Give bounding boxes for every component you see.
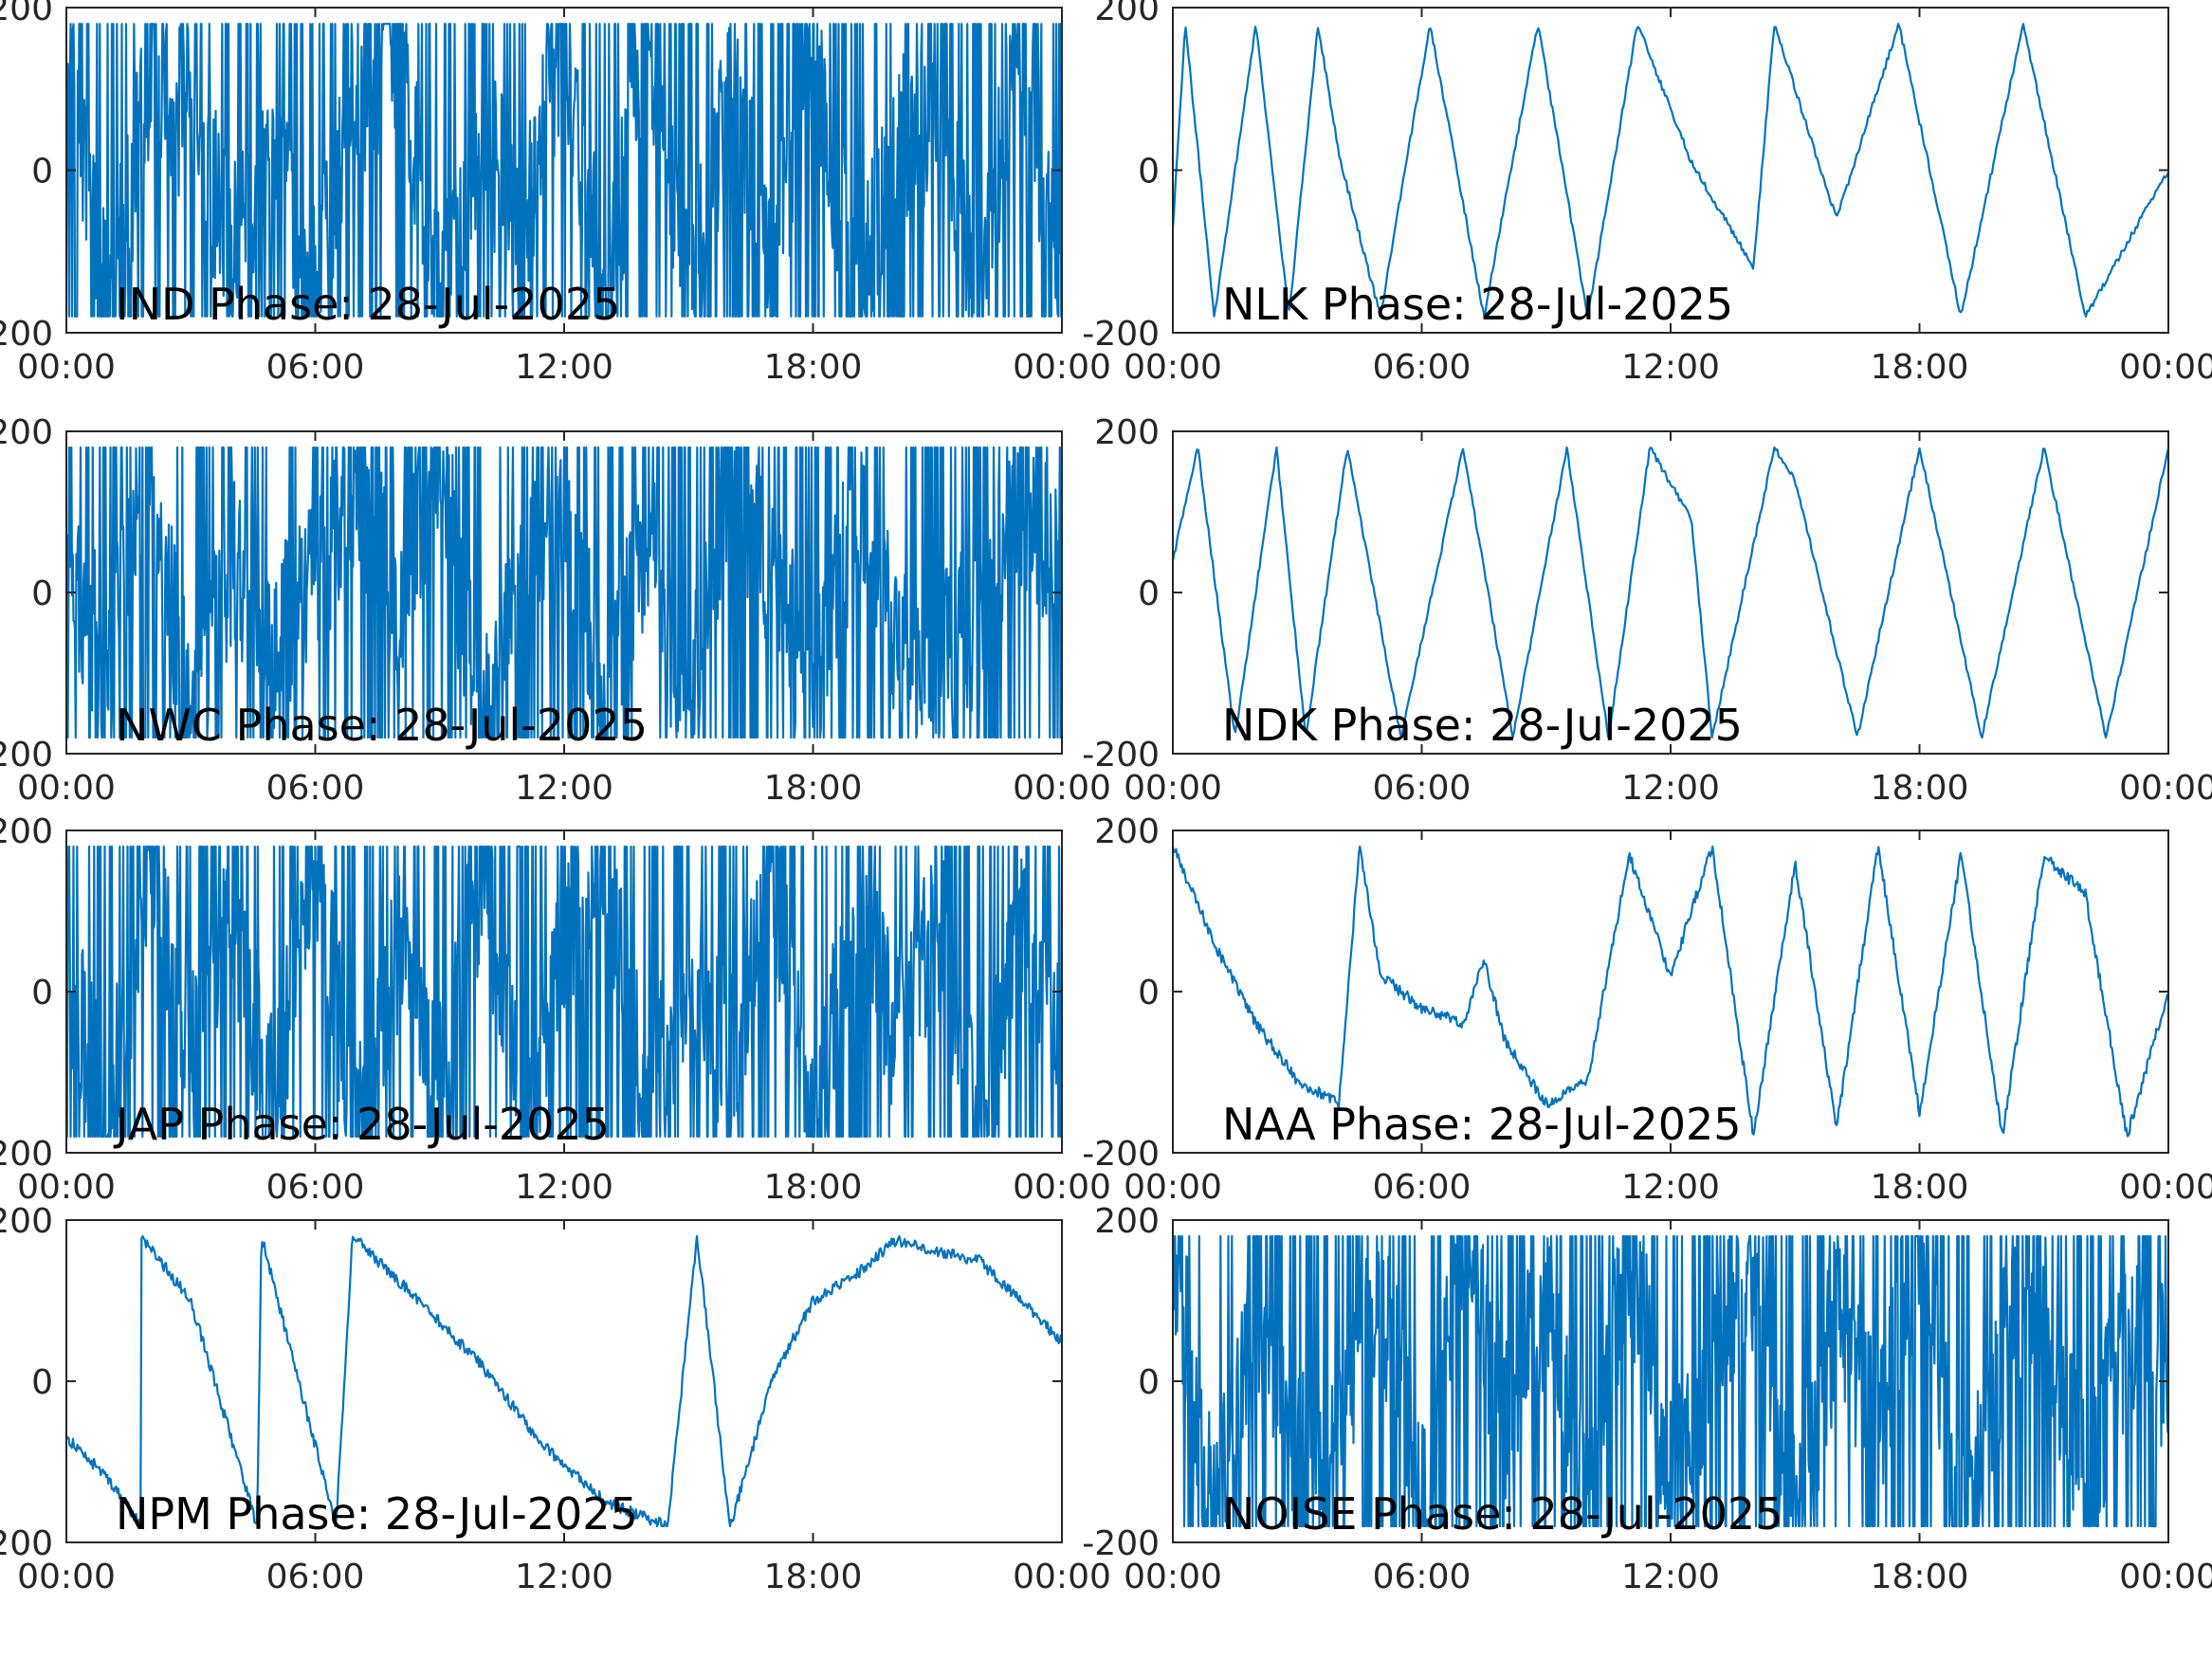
y-tick-label: 0 <box>31 974 53 1012</box>
panel-title: NLK Phase: 28-Jul-2025 <box>1222 279 1733 330</box>
x-tick-label: 12:00 <box>515 348 613 387</box>
phase-trace <box>66 845 1062 1139</box>
y-tick-label: -200 <box>1082 315 1160 354</box>
x-tick-label: 00:00 <box>17 769 116 808</box>
x-tick-label: 06:00 <box>266 348 365 387</box>
y-tick-label: 0 <box>1138 574 1160 613</box>
y-tick-label: 0 <box>1138 1363 1160 1402</box>
y-tick-label: 200 <box>1094 1202 1160 1241</box>
y-tick-label: 0 <box>31 574 53 613</box>
x-tick-label: 18:00 <box>764 1558 863 1596</box>
x-tick-label: 00:00 <box>1013 769 1111 808</box>
y-tick-label: -200 <box>0 736 53 775</box>
x-tick-label: 00:00 <box>2119 1168 2212 1207</box>
y-tick-label: 200 <box>1094 0 1160 28</box>
x-tick-label: 00:00 <box>17 1558 116 1596</box>
x-tick-label: 00:00 <box>1013 348 1111 387</box>
x-tick-label: 00:00 <box>1013 1558 1111 1596</box>
panel-title: JAP Phase: 28-Jul-2025 <box>113 1099 610 1150</box>
x-tick-label: 18:00 <box>1871 769 1969 808</box>
x-tick-label: 00:00 <box>17 1168 116 1207</box>
x-tick-label: 18:00 <box>1871 1168 1969 1207</box>
x-tick-label: 00:00 <box>2119 1558 2212 1596</box>
y-tick-label: 200 <box>0 413 53 452</box>
axes-frame <box>65 1219 1063 1543</box>
phase-trace <box>1173 23 2168 318</box>
phase-trace <box>1173 1234 2168 1528</box>
x-tick-label: 12:00 <box>1621 1558 1720 1596</box>
x-tick-label: 00:00 <box>2119 769 2212 808</box>
x-tick-label: 18:00 <box>764 1168 863 1207</box>
phase-trace <box>66 1234 1062 1528</box>
x-tick-label: 00:00 <box>1124 769 1222 808</box>
panel-title: NWC Phase: 28-Jul-2025 <box>116 700 648 751</box>
x-tick-label: 12:00 <box>1621 1168 1720 1207</box>
x-tick-label: 12:00 <box>1621 769 1720 808</box>
x-tick-label: 06:00 <box>1373 1168 1472 1207</box>
x-tick-label: 00:00 <box>1013 1168 1111 1207</box>
x-tick-label: 06:00 <box>1373 1558 1472 1596</box>
y-tick-label: 0 <box>31 153 53 191</box>
y-tick-label: 200 <box>1094 812 1160 851</box>
phase-trace <box>1173 446 2168 739</box>
x-tick-label: 18:00 <box>764 769 863 808</box>
y-tick-label: -200 <box>0 1524 53 1563</box>
y-tick-label: 200 <box>0 0 53 28</box>
x-tick-label: 18:00 <box>1871 348 1969 387</box>
y-tick-label: 0 <box>1138 974 1160 1012</box>
x-tick-label: 06:00 <box>1373 348 1472 387</box>
x-tick-label: 00:00 <box>17 348 116 387</box>
x-tick-label: 06:00 <box>1373 769 1472 808</box>
y-tick-label: -200 <box>1082 736 1160 775</box>
y-tick-label: 200 <box>0 1202 53 1241</box>
x-tick-label: 06:00 <box>266 1168 365 1207</box>
panel-title: NDK Phase: 28-Jul-2025 <box>1222 700 1743 751</box>
y-tick-label: 200 <box>0 812 53 851</box>
y-tick-label: 200 <box>1094 413 1160 452</box>
panel-title: IND Phase: 28-Jul-2025 <box>116 279 620 330</box>
phase-trace <box>1173 845 2168 1138</box>
x-tick-label: 12:00 <box>1621 348 1720 387</box>
y-tick-label: 0 <box>31 1363 53 1402</box>
x-tick-label: 00:00 <box>2119 348 2212 387</box>
x-tick-label: 00:00 <box>1124 348 1222 387</box>
x-tick-label: 06:00 <box>266 1558 365 1596</box>
y-tick-label: -200 <box>0 1135 53 1174</box>
y-tick-label: -200 <box>1082 1524 1160 1563</box>
x-tick-label: 00:00 <box>1124 1558 1222 1596</box>
panel-title: NAA Phase: 28-Jul-2025 <box>1222 1099 1742 1150</box>
phase-trace <box>66 446 1062 739</box>
x-tick-label: 18:00 <box>764 348 863 387</box>
y-tick-label: 0 <box>1138 153 1160 191</box>
x-tick-label: 06:00 <box>266 769 365 808</box>
panel-title: NOISE Phase: 28-Jul-2025 <box>1222 1488 1782 1540</box>
x-tick-label: 12:00 <box>515 1168 613 1207</box>
x-tick-label: 12:00 <box>515 769 613 808</box>
y-tick-label: -200 <box>1082 1135 1160 1174</box>
x-tick-label: 00:00 <box>1124 1168 1222 1207</box>
x-tick-label: 12:00 <box>515 1558 613 1596</box>
y-tick-label: -200 <box>0 315 53 354</box>
panel-title: NPM Phase: 28-Jul-2025 <box>116 1488 638 1540</box>
x-tick-label: 18:00 <box>1871 1558 1969 1596</box>
axes-frame <box>1172 7 2169 334</box>
phase-trace <box>66 23 1062 318</box>
